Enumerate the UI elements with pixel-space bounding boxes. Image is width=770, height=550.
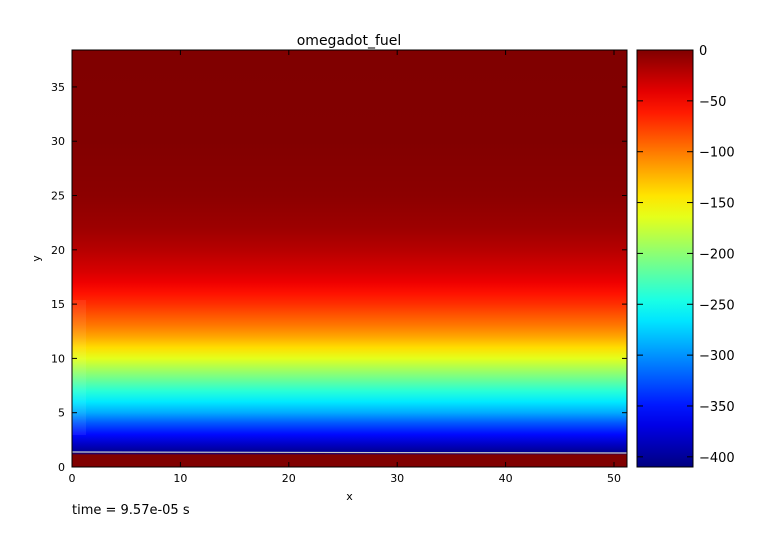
x-tick-label: 10: [173, 472, 187, 485]
time-caption: time = 9.57e-05 s: [72, 503, 190, 518]
y-tick-label: 25: [51, 190, 65, 203]
inlet-wall-shading: [72, 300, 86, 435]
colorbar-tick-label: −250: [699, 298, 735, 313]
colorbar-frame: [636, 49, 694, 468]
colorbar-tick-label: −100: [699, 146, 735, 161]
x-tick-label: 0: [69, 472, 76, 485]
x-tick-label: 40: [499, 472, 513, 485]
y-tick-label: 20: [51, 244, 65, 257]
colorbar-tick-label: −50: [699, 95, 726, 110]
colorbar-tick-label: 0: [699, 44, 707, 59]
y-tick-label: 0: [58, 461, 65, 474]
y-tick-label: 10: [51, 352, 65, 365]
y-tick-label: 30: [51, 135, 65, 148]
colorbar-tick-label: −150: [699, 197, 735, 212]
x-axis-label: x: [346, 490, 353, 503]
y-tick-label: 5: [58, 407, 65, 420]
colorbar-tick-label: −350: [699, 400, 735, 415]
x-tick-label: 50: [607, 472, 621, 485]
x-axis-ticks: 0 10 20 30 40 50: [69, 50, 621, 485]
chart-title: omegadot_fuel: [297, 33, 402, 49]
x-tick-label: 30: [390, 472, 404, 485]
colorbar: 0 −50 −100 −150 −200 −250 −300 −350 −400: [636, 44, 735, 468]
y-tick-label: 15: [51, 298, 65, 311]
heatmap-field: [72, 50, 627, 467]
colorbar-gradient-bar: [637, 50, 693, 467]
colorbar-tick-label: −400: [699, 451, 735, 466]
y-axis-label: y: [30, 255, 43, 262]
colorbar-ticks: 0 −50 −100 −150 −200 −250 −300 −350 −400: [637, 44, 735, 466]
wall-boundary-line: [71, 451, 628, 454]
x-tick-label: 20: [282, 472, 296, 485]
plot-area: [71, 50, 628, 467]
plot-frame: [71, 49, 628, 468]
y-tick-label: 35: [51, 81, 65, 94]
colorbar-tick-label: −300: [699, 349, 735, 364]
colorbar-tick-label: −200: [699, 247, 735, 262]
